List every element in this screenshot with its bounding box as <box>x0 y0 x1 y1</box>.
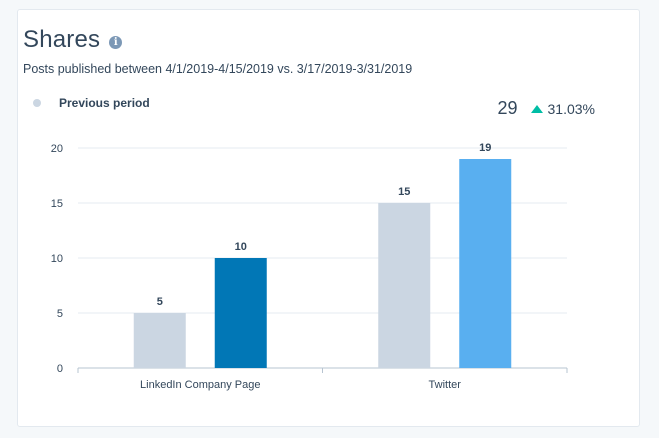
bar-previous-0 <box>133 313 186 368</box>
info-icon[interactable]: i <box>109 35 123 49</box>
y-tick-label: 15 <box>51 198 63 210</box>
x-category-label: Twitter <box>429 379 462 391</box>
percent-change: 31.03% <box>547 100 595 117</box>
y-tick-label: 10 <box>51 253 63 265</box>
data-label: 15 <box>398 186 410 198</box>
shares-card <box>17 9 640 427</box>
y-tick-label: 20 <box>51 143 63 155</box>
data-label: 10 <box>235 241 247 253</box>
date-range-subtitle: Posts published between 4/1/2019-4/15/20… <box>23 62 413 76</box>
trend-up-icon <box>530 104 543 113</box>
legend-label-previous: Previous period <box>59 96 150 110</box>
y-tick-label: 0 <box>57 363 63 375</box>
total-value: 29 <box>497 98 518 118</box>
data-label: 19 <box>479 142 491 154</box>
chart-labels: 0 5 10 15 20 5 10 LinkedIn Company Page 15 19 Twit… <box>51 142 492 391</box>
legend-swatch-previous <box>33 99 41 107</box>
bar-current-1 <box>459 159 512 368</box>
x-category-label: LinkedIn Company Page <box>140 379 260 391</box>
summary: 29 31.03% <box>497 98 595 119</box>
card-title: Shares <box>23 26 101 53</box>
y-tick-label: 5 <box>57 308 63 320</box>
bar-current-0 <box>214 258 267 368</box>
chart-bars <box>133 159 512 368</box>
bar-previous-1 <box>378 203 431 368</box>
title-row: Shares i <box>23 26 123 54</box>
legend: Previous period <box>33 96 150 110</box>
data-label: 5 <box>157 296 163 308</box>
